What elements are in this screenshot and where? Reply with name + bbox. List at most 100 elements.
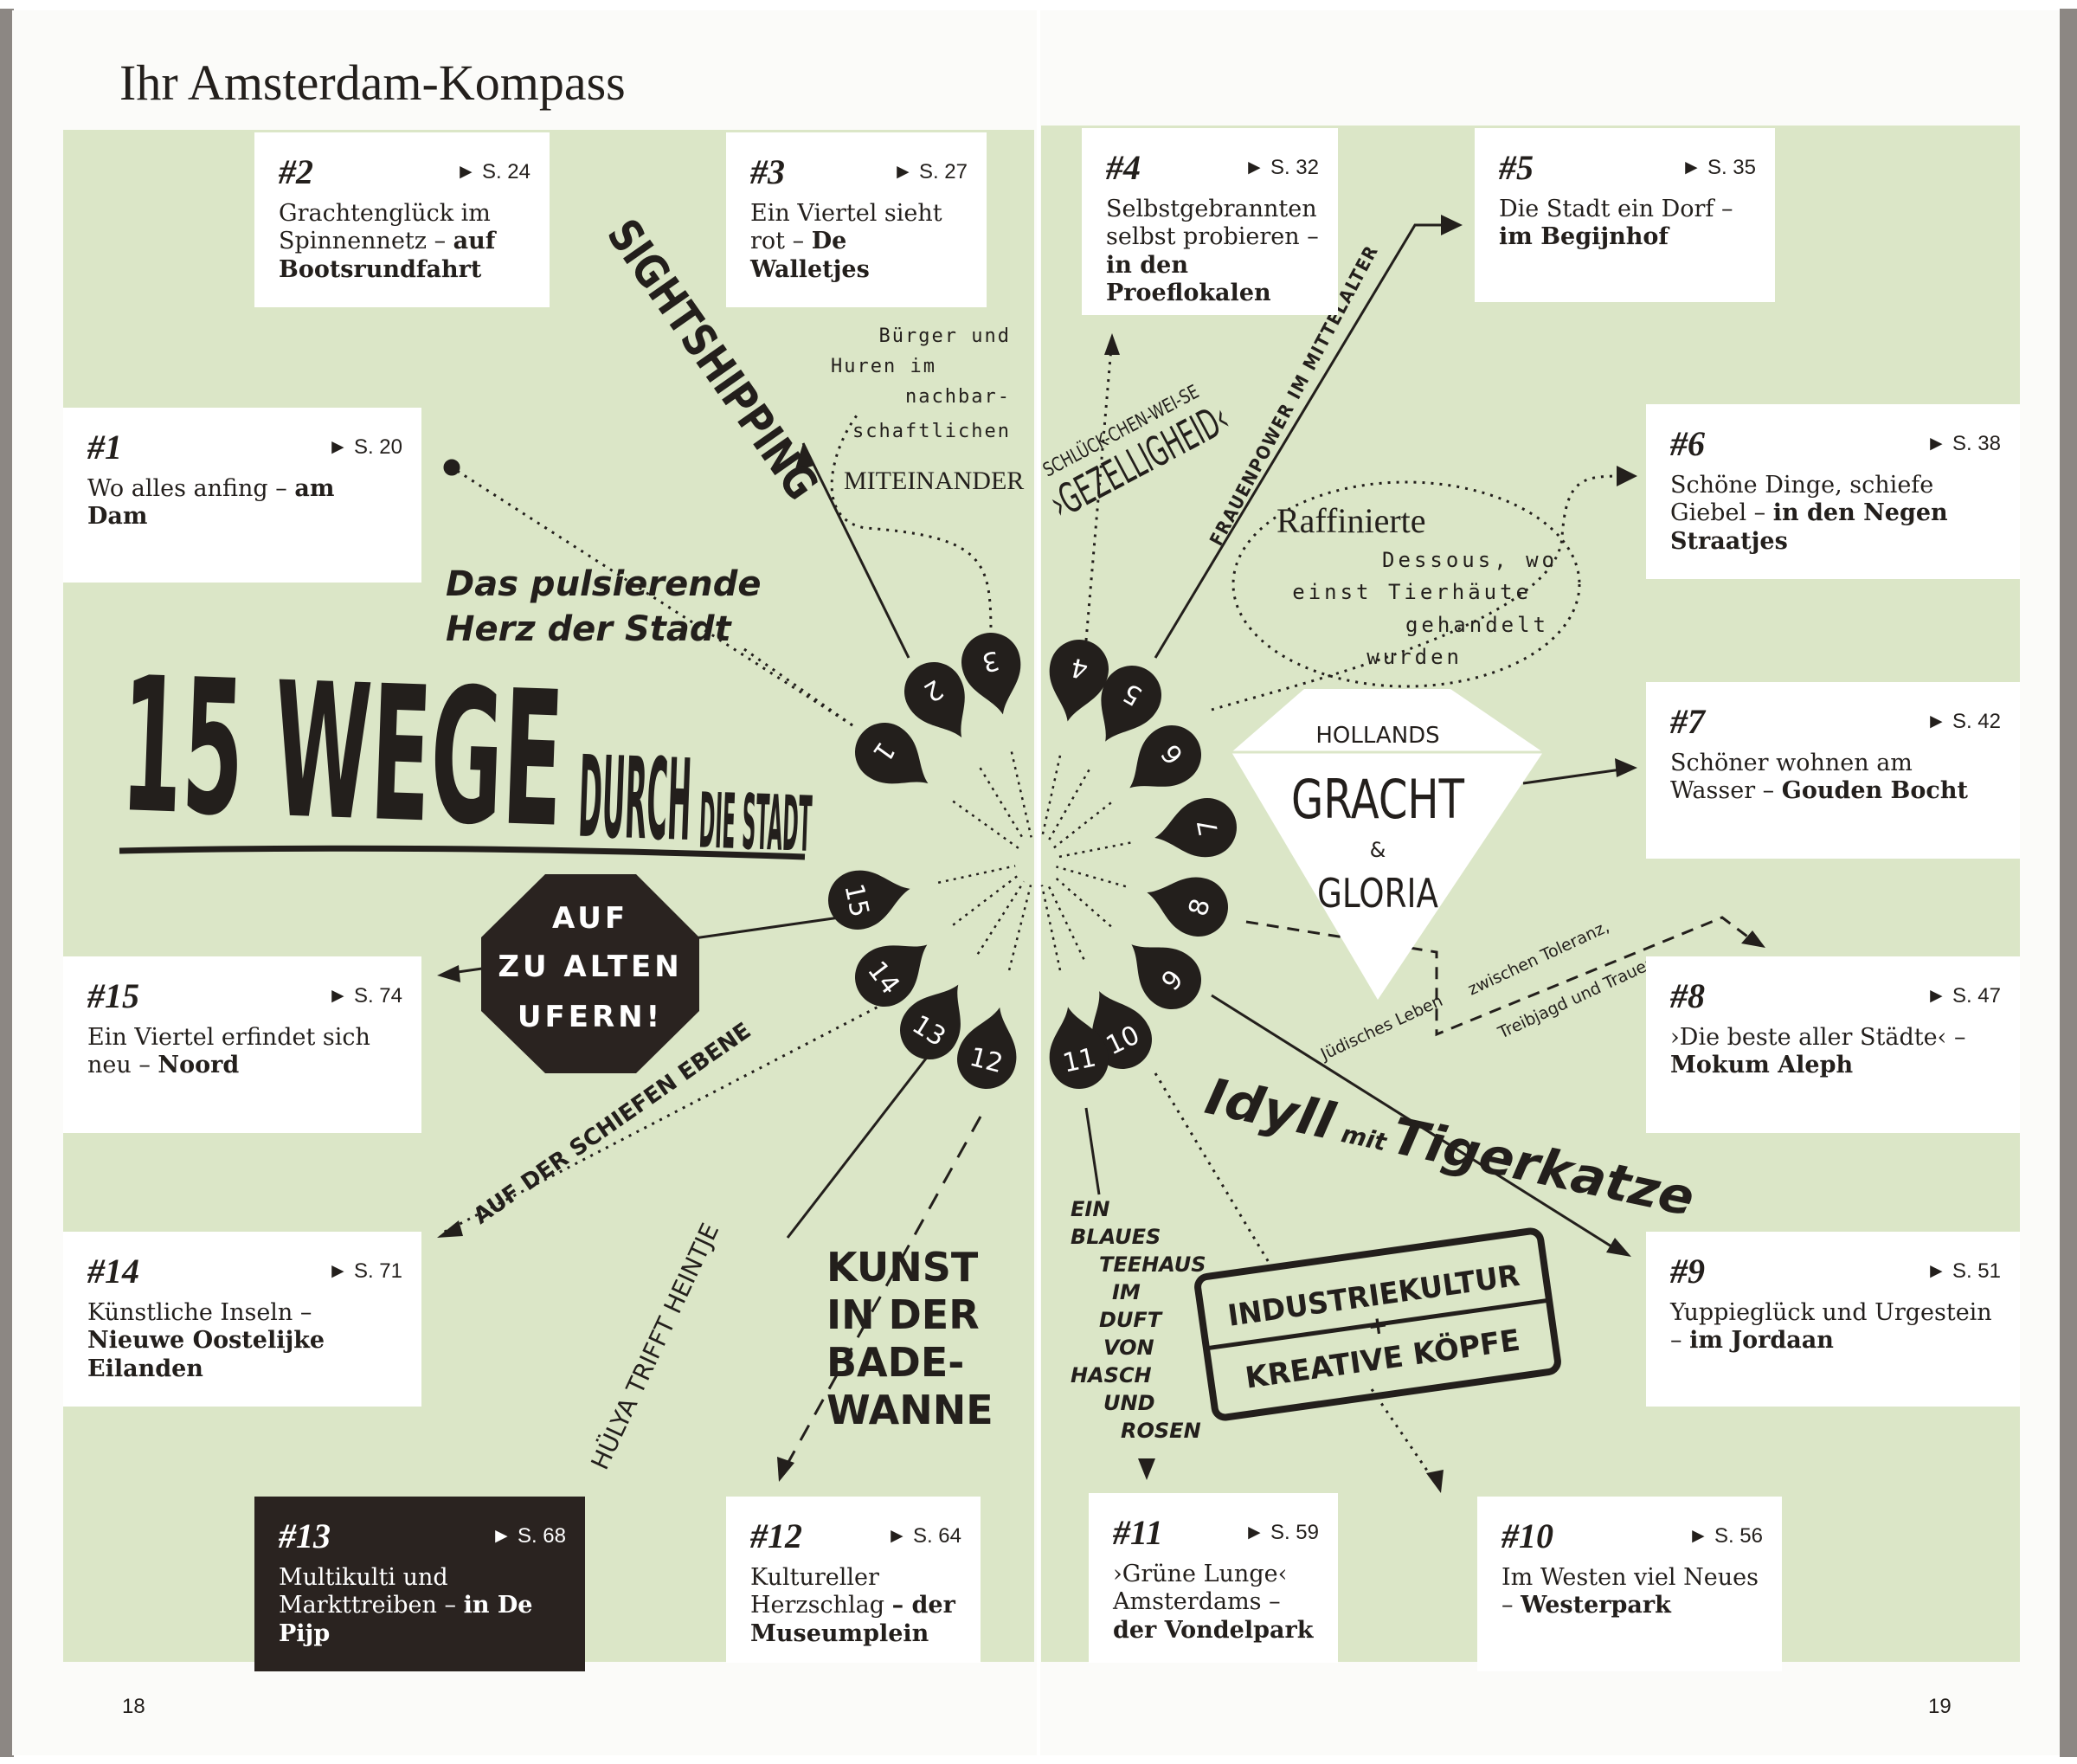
route-box-15[interactable]: #15 ► S. 74 Ein Viertel erfindet sich neu … [63,956,421,1133]
spoke-7 [1057,841,1131,859]
route-number: #9 [1670,1252,1705,1291]
svg-text:WANNE: WANNE [826,1387,993,1433]
route-box-7[interactable]: #7 ► S. 42 Schöner wohnen am Wasser – Goud… [1646,682,2020,859]
idyll-label: Idyll mit Tigerkatze [1200,1066,1700,1227]
svg-text:UFERN!: UFERN! [518,1000,663,1034]
herz-label: Das pulsierende Herz der Stadt [446,564,762,649]
connector-3 [830,415,993,637]
svg-text:Bürger und: Bürger und [879,325,1011,347]
route-drop-1[interactable]: 1 [844,711,946,808]
svg-text:GLORIA: GLORIA [1317,870,1438,917]
route-drop-6[interactable]: 6 [1111,713,1212,811]
page-reference[interactable]: ► S. 64 [886,1524,961,1548]
route-drop-11[interactable]: 11 [1039,1001,1115,1094]
page-reference[interactable]: ► S. 51 [1926,1259,2001,1283]
spoke-10 [1045,882,1085,960]
svg-text:Huren im: Huren im [831,356,936,377]
headline: 15 WEGE DURCH DIE STADT [118,636,813,869]
route-drop-13[interactable]: 13 [889,969,983,1070]
route-description: ›Die beste aller Städte‹ – Mokum Aleph [1670,1024,1966,1079]
page-reference[interactable]: ► S. 47 [1926,984,2001,1008]
connector-12 [781,1116,982,1472]
connector-1 [451,466,853,727]
svg-text:einst Tierhäute: einst Tierhäute [1292,580,1532,604]
route-box-14[interactable]: #14 ► S. 71 Künstliche Inseln – Nieuwe Oos… [63,1232,421,1407]
arrow-10 [1426,1470,1444,1493]
drop-shape [1049,1007,1109,1089]
route-number: #12 [750,1516,802,1555]
route-number: #10 [1501,1516,1553,1555]
spoke-9 [1051,874,1112,928]
route-number: #14 [87,1252,139,1291]
raffinierte-text: Raffinierte Dessous, wo einst Tierhäute … [1276,501,1554,669]
page-number-left: 18 [122,1695,145,1718]
page-reference[interactable]: ► S. 20 [327,435,402,459]
svg-text:TEEHAUS: TEEHAUS [1099,1252,1206,1277]
route-description: Schöne Dinge, schiefe Giebel – in den Ne… [1670,472,1948,555]
drop-shape [1147,877,1228,937]
route-box-6[interactable]: #6 ► S. 38 Schöne Dinge, schiefe Giebel – … [1646,404,2020,579]
route-box-8[interactable]: #8 ► S. 47 ›Die beste aller Städte‹ – Moku… [1646,956,2020,1133]
svg-text:nachbar-: nachbar- [905,386,1011,408]
route-description: Die Stadt ein Dorf – im Begijnhof [1499,196,1733,251]
route-drop-12[interactable]: 12 [951,1001,1028,1096]
book-edge-left [0,9,14,1757]
route-number: #15 [87,976,139,1015]
buerger-text: Bürger und Huren im nachbar- schaftliche… [831,325,1011,442]
arrow-15 [437,965,460,982]
connector-10 [1154,1072,1274,1269]
route-description: Künstliche Inseln – Nieuwe Oostelijke Ei… [87,1299,325,1382]
page-reference[interactable]: ► S. 27 [892,160,968,183]
page-reference[interactable]: ► S. 59 [1244,1521,1319,1544]
connector-10b [1370,1388,1438,1485]
route-drop-4[interactable]: 4 [1038,634,1114,727]
svg-text:ZU ALTEN: ZU ALTEN [498,950,682,984]
route-drop-3[interactable]: 3 [955,627,1032,721]
svg-text:DUFT: DUFT [1099,1308,1163,1332]
page-reference[interactable]: ► S. 71 [327,1259,402,1283]
route-description: Selbstgebrannten selbst probieren – in d… [1106,196,1319,307]
drop-shape [828,870,910,930]
arrow-2 [794,443,813,472]
route-box-3[interactable]: #3 ► S. 27 Ein Viertel sieht rot – De Wall… [726,132,987,307]
svg-text:&: & [1370,838,1386,862]
route-box-12[interactable]: #12 ► S. 64 Kultureller Herzschlag – der M… [726,1497,981,1663]
arrow-4 [1104,333,1120,355]
route-drop-7[interactable]: 7 [1149,793,1242,866]
svg-text:EIN: EIN [1071,1197,1109,1221]
page-reference[interactable]: ► S. 38 [1926,432,2001,455]
route-number: #7 [1670,702,1705,741]
route-number: #8 [1670,976,1705,1015]
page-reference[interactable]: ► S. 68 [491,1524,566,1548]
route-box-11[interactable]: #11 ► S. 59 ›Grüne Lunge‹ Amsterdams – der… [1089,1493,1338,1663]
route-box-9[interactable]: #9 ► S. 51 Yuppieglück und Urgestein – im … [1646,1232,2020,1407]
route-box-4[interactable]: #4 ► S. 32 Selbstgebrannten selbst probier… [1082,128,1338,315]
route-description: Multikulti und Markttreiben – in De Pijp [279,1564,533,1647]
route-box-13[interactable]: #13 ► S. 68 Multikulti und Markttreiben – … [254,1497,585,1671]
page-reference[interactable]: ► S. 74 [327,984,402,1008]
route-drop-10[interactable]: 10 [1072,978,1161,1078]
spoke-3 [1010,751,1032,838]
connector-1-dot [443,459,460,476]
arrow-8 [1741,930,1765,948]
route-drop-15[interactable]: 15 [823,860,916,936]
page-reference[interactable]: ► S. 42 [1926,710,2001,733]
route-drop-8[interactable]: 8 [1139,864,1235,943]
route-drop-5[interactable]: 5 [1080,655,1173,756]
route-drop-14[interactable]: 14 [843,921,945,1018]
route-box-10[interactable]: #10 ► S. 56 Im Westen viel Neues – Westerp… [1477,1497,1782,1671]
svg-text:IN DER: IN DER [826,1291,980,1338]
route-box-2[interactable]: #2 ► S. 24 Grachtenglück im Spinnennetz – … [254,132,550,307]
page-reference[interactable]: ► S. 24 [455,160,531,183]
page-reference[interactable]: ► S. 56 [1688,1524,1763,1548]
svg-text:Raffinierte: Raffinierte [1276,501,1426,540]
route-drop-9[interactable]: 9 [1112,923,1213,1021]
route-box-5[interactable]: #5 ► S. 35 Die Stadt ein Dorf – im Begijnh… [1475,128,1775,302]
svg-text:KUNST: KUNST [826,1244,979,1291]
page-reference[interactable]: ► S. 35 [1681,156,1756,179]
route-box-1[interactable]: #1 ► S. 20 Wo alles anfing – am Dam [63,408,421,583]
page-reference[interactable]: ► S. 32 [1244,156,1319,179]
route-number: #11 [1113,1513,1163,1552]
arrow-6 [1617,466,1637,486]
route-drop-2[interactable]: 2 [893,651,987,752]
